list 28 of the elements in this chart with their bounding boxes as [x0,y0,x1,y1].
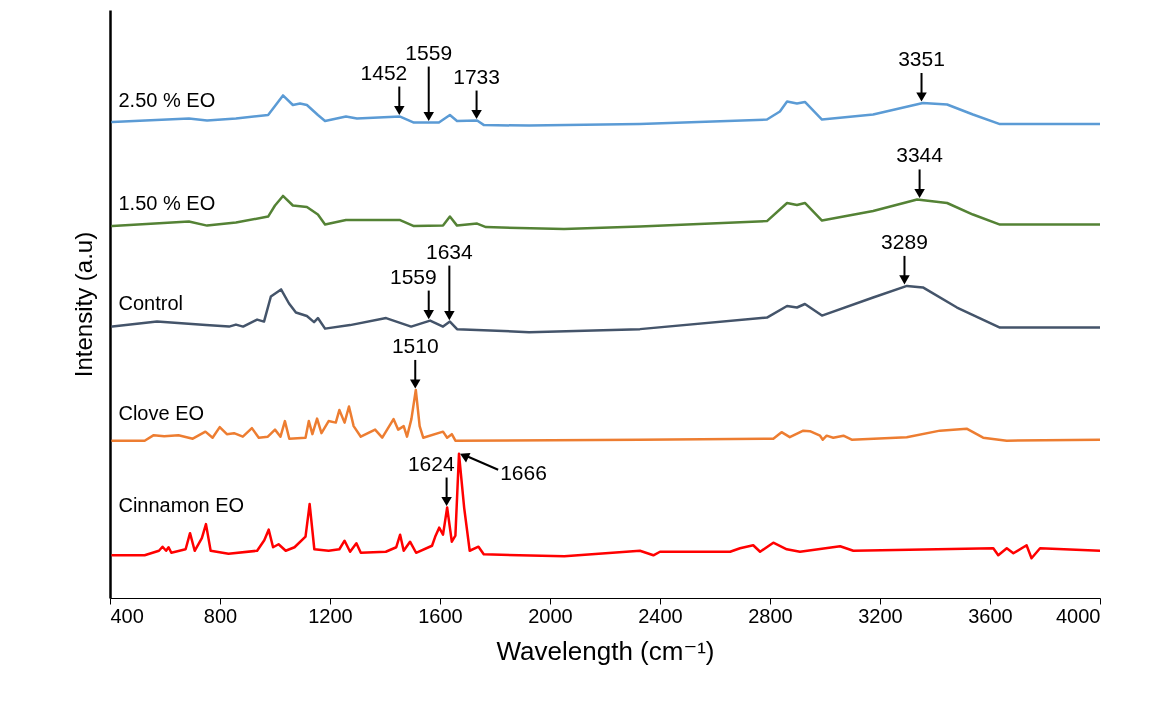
annotation: 3344 [896,143,944,167]
x-tick-label: 2800 [748,604,793,627]
x-tick-label: 1600 [418,604,463,627]
x-tick-label: 2400 [638,604,683,627]
annotation: 1559 [390,264,437,288]
annotation: 1624 [407,451,455,475]
x-tick-label: 4000 [1056,604,1101,627]
series-label: 2.50 % EO [118,88,216,111]
annotation: 1452 [360,60,408,84]
annotation: 1510 [391,333,439,357]
x-tick-label: 1200 [308,604,353,627]
series-label: 1.50 % EO [118,191,216,214]
x-tick-label: 2000 [528,604,573,627]
series-label: Cinnamon EO [118,494,245,517]
annotation: 3351 [898,46,945,70]
x-tick-label: 3200 [858,604,903,627]
series-label: Clove EO [118,401,205,424]
x-axis-title: Wavelength (cm⁻¹) [496,635,715,666]
x-tick-label: 800 [203,604,238,627]
annotation: 1559 [405,40,453,64]
series-label: Control [118,291,183,314]
annotation: 1666 [500,460,547,484]
y-axis-title: Intensity (a.u) [69,231,97,378]
x-tick-label: 400 [110,604,144,627]
annotation: 1634 [425,239,474,263]
x-tick-label: 3600 [968,604,1013,627]
annotation: 3289 [881,229,928,253]
annotation: 1733 [453,64,500,88]
